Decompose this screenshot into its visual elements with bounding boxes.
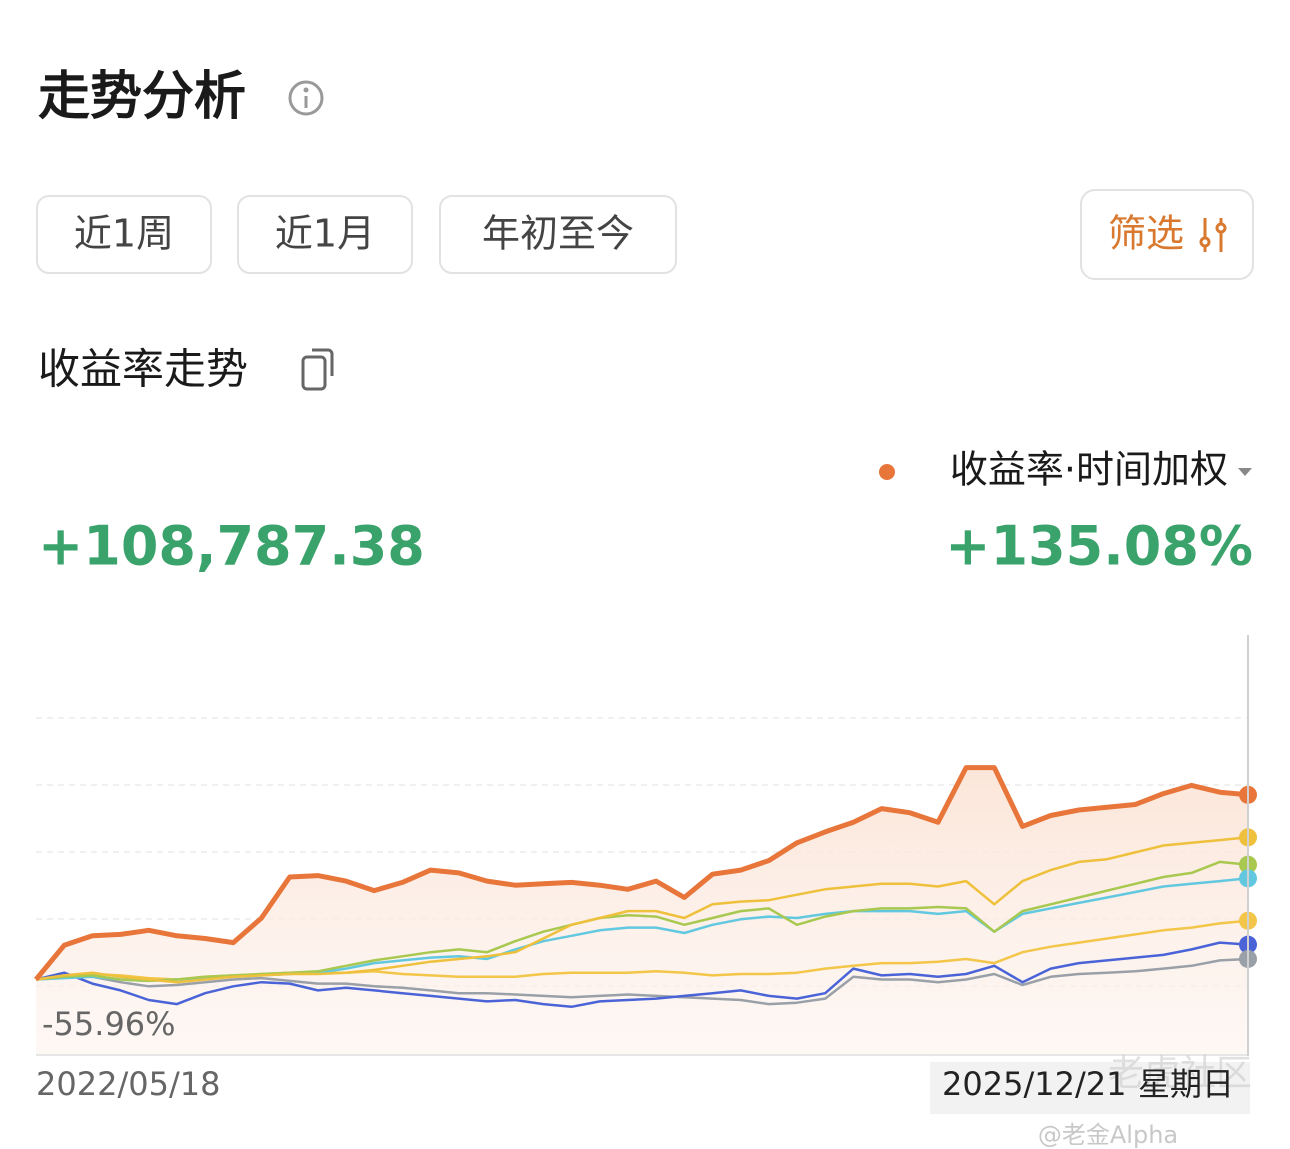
watermark-author: @老金Alpha: [1038, 1121, 1178, 1149]
y-tick-label: -55.96%: [42, 1005, 176, 1043]
return-value: +135.08%: [945, 515, 1253, 578]
metric-label[interactable]: 收益率·时间加权: [950, 448, 1228, 492]
tab[interactable]: 近1周: [36, 195, 212, 274]
series-line: [35, 957, 1249, 1006]
weekday-label: 星期日: [1138, 1065, 1234, 1103]
x-tick-label: 2025/12/21: [942, 1065, 1126, 1103]
filter-button[interactable]: 筛选: [1080, 189, 1254, 280]
copy-icon[interactable]: [301, 348, 334, 391]
series-line: [35, 836, 1249, 984]
plot: [34, 765, 1257, 1056]
tab-label: 近1月: [275, 212, 375, 256]
series-line: [35, 860, 1249, 983]
legend-dot: [879, 464, 895, 480]
tab[interactable]: 近1月: [237, 195, 413, 274]
page-title: 走势分析: [38, 67, 246, 127]
filter-label: 筛选: [1108, 212, 1184, 256]
tab-label: 年初至今: [482, 212, 634, 256]
tab-label: 近1周: [74, 212, 174, 256]
section-title: 收益率走势: [38, 345, 248, 394]
x-tick-label: 2022/05/18: [36, 1065, 220, 1103]
watermark-site: 老虎社区: [1108, 1053, 1252, 1094]
info-icon[interactable]: [288, 80, 324, 116]
series-line: [34, 765, 1249, 982]
dropdown-arrow[interactable]: [1238, 468, 1252, 476]
date-box: [930, 1062, 1250, 1114]
tab[interactable]: 年初至今: [439, 195, 677, 274]
series-line: [35, 941, 1249, 1009]
amount: +108,787.38: [38, 515, 425, 578]
